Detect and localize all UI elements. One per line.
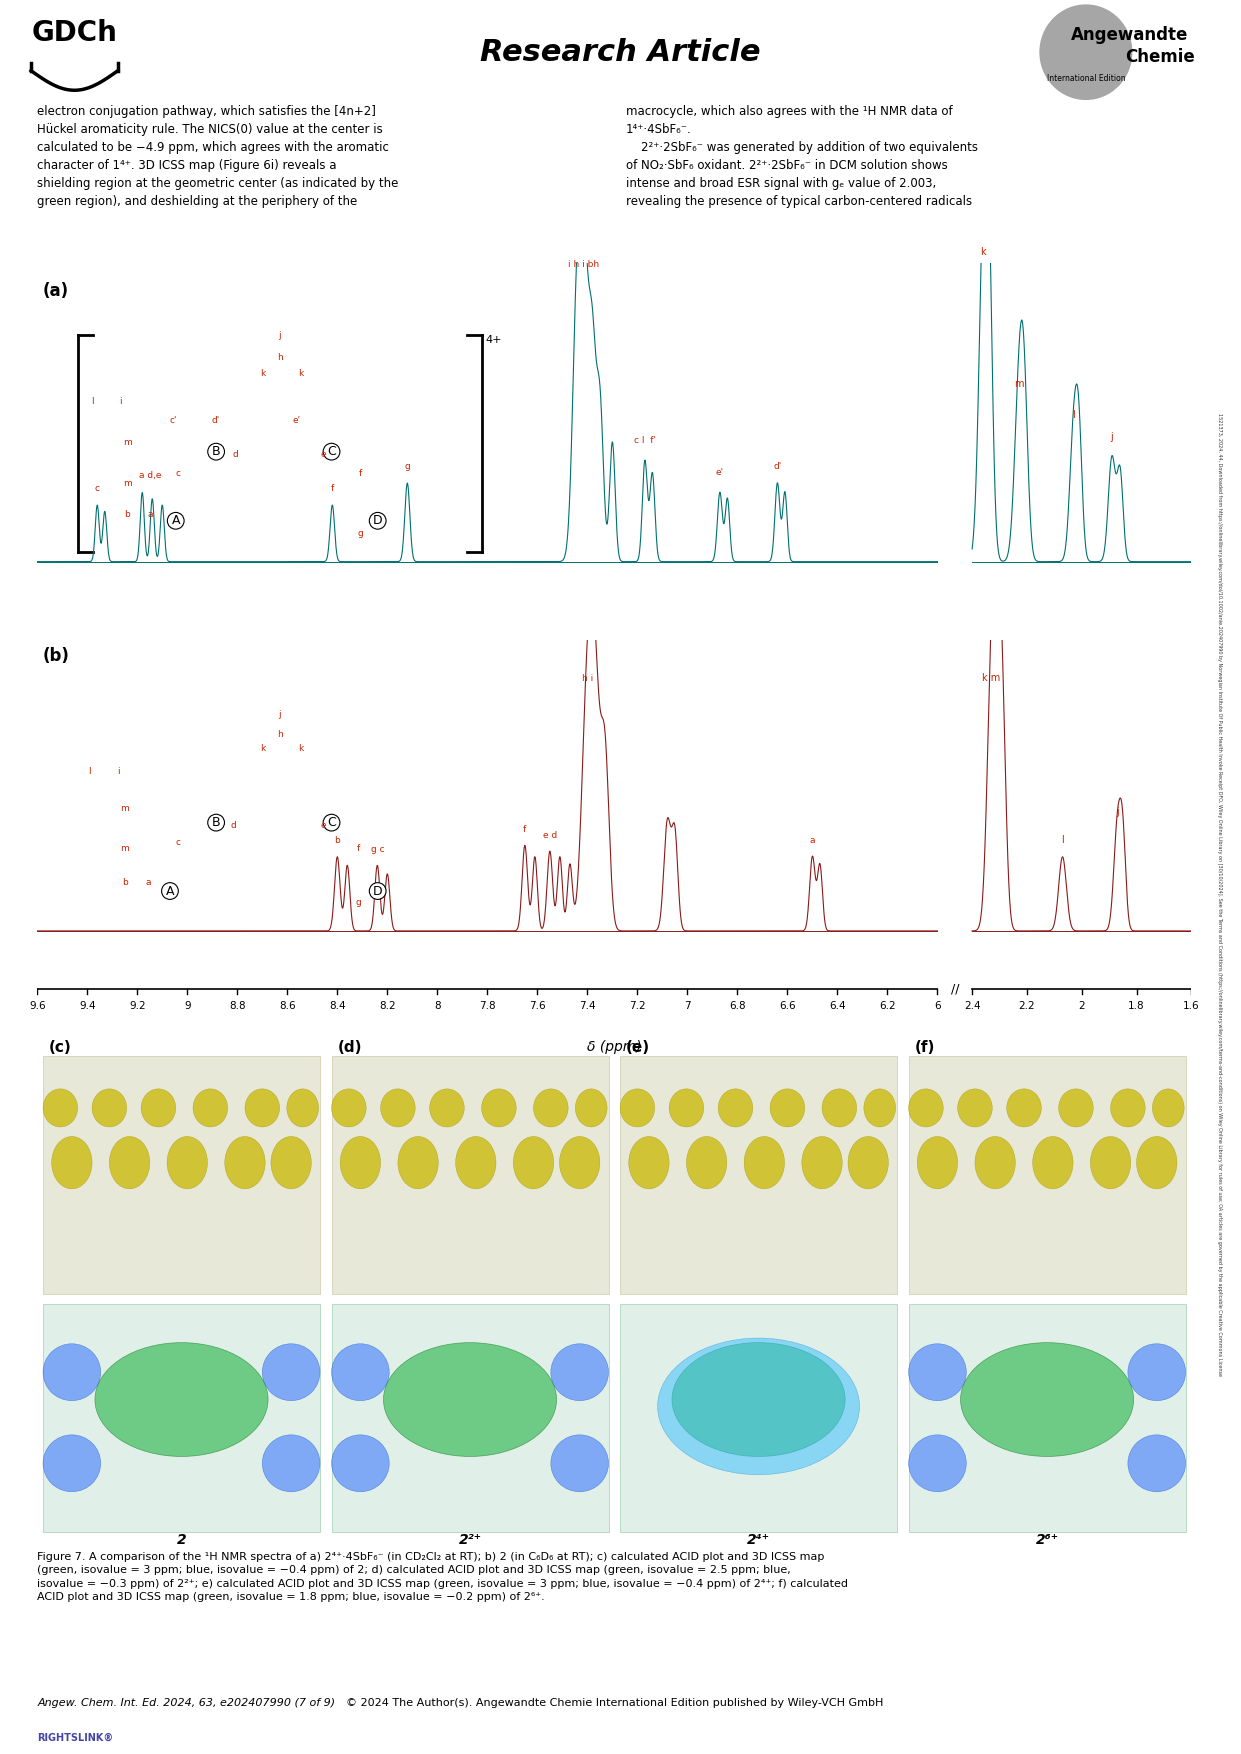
Ellipse shape	[1137, 1137, 1176, 1189]
Text: j: j	[1111, 431, 1113, 442]
Text: 9.2: 9.2	[129, 1002, 145, 1012]
FancyBboxPatch shape	[43, 1056, 320, 1294]
Text: k: k	[298, 368, 303, 377]
Text: 7.6: 7.6	[529, 1002, 546, 1012]
Ellipse shape	[686, 1137, 727, 1189]
Text: m: m	[120, 844, 129, 852]
Text: a d,e: a d,e	[139, 470, 161, 481]
Ellipse shape	[864, 1089, 896, 1128]
Text: D: D	[372, 514, 382, 528]
Text: k: k	[980, 247, 985, 256]
Ellipse shape	[1006, 1089, 1041, 1128]
Text: 2: 2	[176, 1533, 186, 1547]
Text: 2.4: 2.4	[964, 1002, 980, 1012]
Text: (b): (b)	[43, 647, 69, 665]
Text: i h i bh: i h i bh	[567, 260, 598, 270]
Ellipse shape	[848, 1137, 889, 1189]
Ellipse shape	[381, 1089, 416, 1128]
Text: m: m	[123, 479, 132, 488]
Ellipse shape	[383, 1342, 556, 1456]
Text: 7.2: 7.2	[629, 1002, 645, 1012]
Text: h i: h i	[582, 674, 593, 682]
Text: Research Article: Research Article	[480, 37, 761, 67]
Text: //: //	[951, 982, 959, 995]
Text: GDCh: GDCh	[31, 19, 118, 47]
Ellipse shape	[1153, 1089, 1184, 1128]
Text: 8.2: 8.2	[379, 1002, 396, 1012]
Ellipse shape	[908, 1089, 943, 1128]
Ellipse shape	[975, 1137, 1015, 1189]
Text: 9.4: 9.4	[79, 1002, 96, 1012]
Ellipse shape	[340, 1137, 381, 1189]
Text: b: b	[334, 837, 340, 845]
Ellipse shape	[244, 1089, 279, 1128]
Text: 8.8: 8.8	[230, 1002, 246, 1012]
Text: 8: 8	[434, 1002, 441, 1012]
Text: a: a	[145, 879, 150, 888]
Text: d': d'	[773, 461, 782, 470]
Text: (d): (d)	[338, 1040, 362, 1056]
Ellipse shape	[94, 1342, 268, 1456]
Ellipse shape	[141, 1089, 176, 1128]
Text: g c: g c	[371, 845, 385, 854]
Text: m: m	[123, 438, 132, 447]
Text: i: i	[117, 766, 119, 775]
Text: (c): (c)	[48, 1040, 72, 1056]
Text: B: B	[212, 446, 221, 458]
Text: f: f	[330, 484, 334, 493]
FancyBboxPatch shape	[908, 1303, 1185, 1531]
Text: Figure 7. A comparison of the ¹H NMR spectra of a) 2⁴⁺·4SbF₆⁻ (in CD₂Cl₂ at RT);: Figure 7. A comparison of the ¹H NMR spe…	[37, 1552, 849, 1601]
Ellipse shape	[551, 1435, 608, 1491]
Text: k: k	[259, 368, 264, 377]
Ellipse shape	[620, 1089, 655, 1128]
Text: d': d'	[212, 416, 220, 424]
Text: l: l	[1072, 410, 1075, 421]
Text: d: d	[231, 821, 236, 830]
Text: g: g	[355, 898, 361, 907]
Text: c: c	[175, 468, 180, 479]
Text: C: C	[328, 446, 336, 458]
Text: 7.8: 7.8	[479, 1002, 495, 1012]
Text: macrocycle, which also agrees with the ¹H NMR data of
1⁴⁺·4SbF₆⁻.
    2²⁺·2SbF₆⁻: macrocycle, which also agrees with the ¹…	[625, 105, 978, 209]
Ellipse shape	[576, 1089, 607, 1128]
FancyBboxPatch shape	[908, 1056, 1185, 1294]
Ellipse shape	[194, 1089, 227, 1128]
Text: B: B	[212, 816, 221, 830]
Text: 2⁶⁺: 2⁶⁺	[1035, 1533, 1059, 1547]
Ellipse shape	[534, 1089, 568, 1128]
Text: 4+: 4+	[485, 335, 501, 346]
Ellipse shape	[908, 1435, 967, 1491]
Text: electron conjugation pathway, which satisfies the [4n+2]
Hückel aromaticity rule: electron conjugation pathway, which sati…	[37, 105, 398, 209]
Text: a: a	[148, 510, 153, 519]
Ellipse shape	[1128, 1435, 1185, 1491]
Text: 9.6: 9.6	[29, 1002, 46, 1012]
FancyBboxPatch shape	[620, 1303, 897, 1531]
Text: Chemie: Chemie	[1126, 47, 1195, 65]
Text: 1.6: 1.6	[1183, 1002, 1200, 1012]
Text: δ (ppm): δ (ppm)	[587, 1040, 642, 1054]
FancyBboxPatch shape	[331, 1303, 608, 1531]
Ellipse shape	[482, 1089, 516, 1128]
Text: Angewandte: Angewandte	[1071, 26, 1188, 44]
Text: d: d	[233, 451, 238, 460]
Text: g: g	[357, 530, 364, 538]
Text: D: D	[372, 884, 382, 898]
Text: 6.2: 6.2	[879, 1002, 896, 1012]
Text: 7: 7	[684, 1002, 691, 1012]
Ellipse shape	[719, 1089, 753, 1128]
Ellipse shape	[629, 1137, 669, 1189]
Text: 2⁴⁺: 2⁴⁺	[747, 1533, 771, 1547]
Text: m: m	[1014, 379, 1024, 389]
Ellipse shape	[43, 1089, 78, 1128]
Ellipse shape	[455, 1137, 496, 1189]
Text: b: b	[124, 510, 130, 519]
Ellipse shape	[669, 1089, 704, 1128]
Text: h: h	[277, 730, 283, 738]
Ellipse shape	[514, 1137, 553, 1189]
Text: 6.6: 6.6	[779, 1002, 795, 1012]
Ellipse shape	[262, 1435, 320, 1491]
Ellipse shape	[1128, 1344, 1185, 1401]
Text: j: j	[278, 332, 280, 340]
Text: RIGHTSLINK®: RIGHTSLINK®	[37, 1733, 113, 1743]
Text: 6: 6	[934, 1002, 941, 1012]
